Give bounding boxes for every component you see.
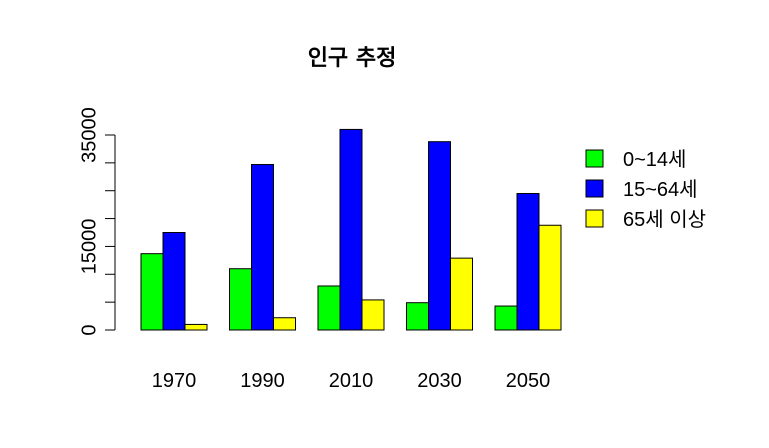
bar bbox=[317, 285, 341, 331]
y-tick-label: 15000 bbox=[78, 219, 100, 275]
bar bbox=[339, 128, 363, 331]
bar bbox=[428, 141, 451, 331]
legend-swatch bbox=[585, 149, 604, 168]
x-axis-labels: 1970 1990 2010 2030 2050 bbox=[152, 370, 551, 392]
bar bbox=[406, 302, 429, 331]
chart-title: 인구 추정 bbox=[308, 46, 397, 71]
x-tick-label: 1990 bbox=[240, 370, 285, 392]
bar bbox=[229, 268, 252, 331]
bar bbox=[538, 224, 562, 331]
y-axis: 0 15000 35000 bbox=[78, 107, 116, 336]
y-tick-label: 0 bbox=[78, 324, 100, 335]
y-tick-label: 35000 bbox=[78, 107, 100, 163]
bar bbox=[516, 193, 540, 331]
bar bbox=[184, 323, 208, 331]
legend-label: 0~14세 bbox=[623, 148, 686, 171]
x-tick-label: 2050 bbox=[506, 370, 551, 392]
legend-label: 15~64세 bbox=[623, 178, 698, 201]
bar bbox=[361, 299, 385, 331]
legend: 0~14세 15~64세 65세 이상 bbox=[585, 148, 706, 231]
bar bbox=[140, 253, 164, 331]
x-tick-label: 2030 bbox=[417, 370, 462, 392]
legend-label: 65세 이상 bbox=[623, 208, 706, 231]
bar bbox=[162, 232, 186, 331]
x-tick-label: 1970 bbox=[152, 370, 197, 392]
bar bbox=[450, 257, 473, 331]
x-tick-label: 2010 bbox=[329, 370, 374, 392]
legend-swatch bbox=[585, 179, 604, 198]
bar bbox=[494, 305, 518, 331]
bar bbox=[251, 164, 274, 331]
bar bbox=[273, 317, 296, 331]
bars-group bbox=[140, 128, 562, 331]
legend-swatch bbox=[585, 209, 604, 228]
